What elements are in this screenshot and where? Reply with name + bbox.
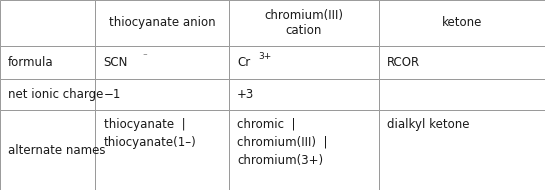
Bar <box>229 110 379 190</box>
Bar <box>95 110 229 190</box>
Text: thiocyanate anion: thiocyanate anion <box>109 16 215 29</box>
Text: 3+: 3+ <box>258 52 271 61</box>
Bar <box>379 46 545 79</box>
Bar <box>379 79 545 110</box>
Text: formula: formula <box>8 56 54 69</box>
Bar <box>95 46 229 79</box>
Text: net ionic charge: net ionic charge <box>8 88 104 101</box>
Text: chromic  |
chromium(III)  |
chromium(3+): chromic | chromium(III) | chromium(3+) <box>237 118 328 167</box>
Bar <box>0 0 95 46</box>
Bar <box>0 110 95 190</box>
Text: ketone: ketone <box>441 16 482 29</box>
Bar <box>0 79 95 110</box>
Text: ⁻: ⁻ <box>143 52 148 61</box>
Bar <box>229 0 379 46</box>
Bar <box>229 46 379 79</box>
Text: +3: +3 <box>237 88 255 101</box>
Text: Cr: Cr <box>237 56 250 69</box>
Text: SCN: SCN <box>104 56 128 69</box>
Text: RCOR: RCOR <box>387 56 420 69</box>
Text: dialkyl ketone: dialkyl ketone <box>387 118 469 131</box>
Bar <box>95 0 229 46</box>
Bar <box>95 79 229 110</box>
Bar <box>229 79 379 110</box>
Text: alternate names: alternate names <box>8 144 106 157</box>
Text: chromium(III)
cation: chromium(III) cation <box>264 9 343 37</box>
Bar <box>379 0 545 46</box>
Text: thiocyanate  |
thiocyanate(1–): thiocyanate | thiocyanate(1–) <box>104 118 196 149</box>
Bar <box>0 46 95 79</box>
Text: −1: −1 <box>104 88 121 101</box>
Bar <box>379 110 545 190</box>
